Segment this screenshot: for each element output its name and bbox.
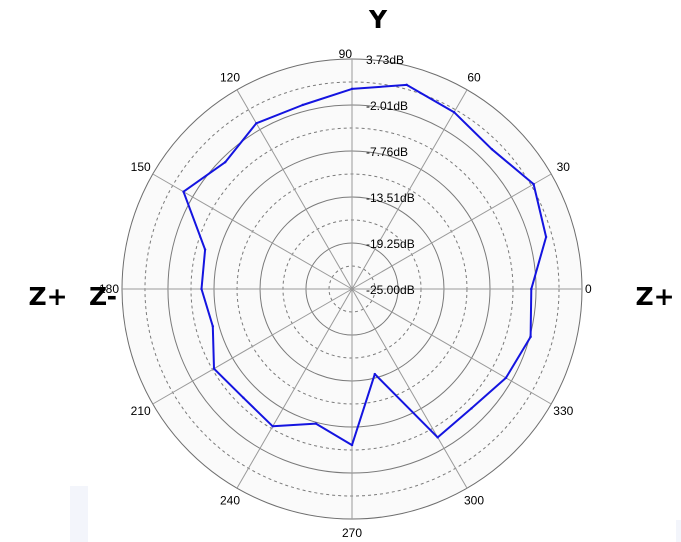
data-point <box>203 248 207 251</box>
angle-tick-label: 120 <box>220 71 240 85</box>
data-point <box>314 422 318 425</box>
angle-tick-label: 90 <box>339 47 353 61</box>
grid-spoke-150 <box>152 173 353 290</box>
data-point <box>200 287 203 291</box>
grid-spokes <box>122 59 582 519</box>
data-point <box>211 325 215 328</box>
data-point <box>373 372 376 376</box>
data-point <box>212 367 216 370</box>
data-point <box>255 122 258 125</box>
radial-tick-label: 3.73dB <box>366 53 404 67</box>
data-point <box>223 160 227 164</box>
grid-spoke-210 <box>152 288 353 405</box>
series-layer <box>182 83 548 447</box>
data-point <box>436 436 439 439</box>
data-point <box>470 407 473 410</box>
axis-titles: Y Z+ Z+ Z- <box>28 5 674 311</box>
data-point <box>504 376 508 380</box>
radial-tick-label: -19.25dB <box>366 237 415 251</box>
data-point <box>350 87 354 91</box>
data-point <box>532 182 535 186</box>
data-point <box>301 103 304 107</box>
radial-tick-label: -25.00dB <box>366 283 415 297</box>
z-plus-left-label: Z+ <box>28 282 67 311</box>
y-axis-label: Y <box>368 5 388 34</box>
angle-tick-label: 300 <box>464 493 484 507</box>
grid-spoke-30 <box>351 173 552 290</box>
angle-tick-label: 330 <box>553 404 573 418</box>
angle-tick-label: 240 <box>220 493 240 507</box>
data-point <box>405 83 408 87</box>
z-plus-right-label: Z+ <box>635 282 674 311</box>
angle-tick-label: 30 <box>557 160 571 174</box>
angle-tick-label: 0 <box>585 282 592 296</box>
radial-tick-labels: 3.73dB -2.01dB -7.76dB -13.51dB -19.25dB -25.… <box>366 53 415 297</box>
angle-tick-label: 150 <box>131 160 151 174</box>
radial-tick-label: -2.01dB <box>366 99 408 113</box>
angle-tick-label: 270 <box>342 526 362 540</box>
angle-tick-label: 60 <box>467 71 481 85</box>
grid-spoke-300 <box>351 288 468 489</box>
z-minus-left-label: Z- <box>89 282 117 311</box>
grid-spoke-60 <box>351 89 468 290</box>
data-point <box>242 396 245 399</box>
radial-tick-label: -13.51dB <box>366 191 415 205</box>
data-point <box>271 425 274 428</box>
angle-tick-label: 210 <box>131 404 151 418</box>
radial-tick-label: -7.76dB <box>366 145 408 159</box>
grid-spoke-240 <box>236 288 353 489</box>
data-point <box>544 235 548 239</box>
data-point <box>529 335 532 339</box>
data-point <box>490 147 494 151</box>
background-artifacts <box>70 486 681 542</box>
angle-tick-labels: 0 30 60 90 120 150 180 210 240 270 300 330 <box>99 47 592 540</box>
data-point <box>452 111 456 114</box>
angle-tick-label: 180 <box>99 282 119 296</box>
grid-spoke-330 <box>351 288 552 405</box>
data-point <box>530 287 533 291</box>
data-point <box>182 190 185 193</box>
data-point <box>350 443 354 447</box>
